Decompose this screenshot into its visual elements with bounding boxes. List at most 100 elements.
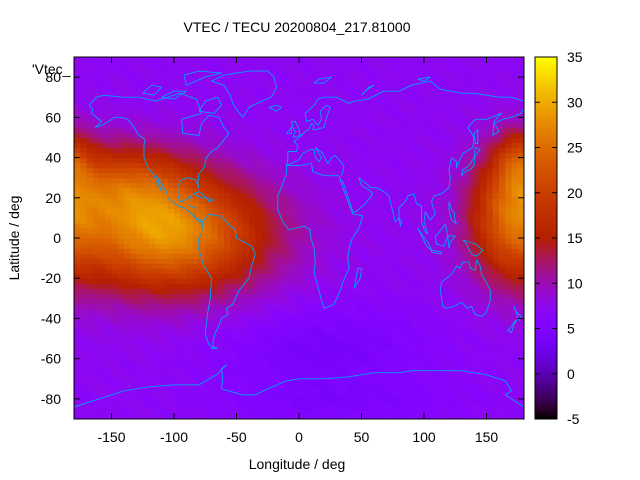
heatmap-cell [230, 212, 238, 219]
heatmap-cell [74, 102, 81, 108]
heatmap-cell [255, 57, 263, 63]
heatmap-cell [92, 202, 100, 209]
heatmap-cell [286, 157, 294, 164]
heatmap-cell [199, 202, 206, 209]
heatmap-cell [367, 142, 375, 149]
heatmap-cell [111, 97, 119, 103]
heatmap-cell [124, 253, 131, 259]
heatmap-cell [149, 102, 156, 108]
heatmap-cell [336, 328, 344, 335]
heatmap-cell [105, 67, 113, 73]
heatmap-cell [105, 398, 113, 405]
heatmap-cell [305, 92, 313, 98]
heatmap-cell [161, 197, 169, 204]
heatmap-cell [374, 162, 381, 169]
heatmap-cell [199, 187, 206, 194]
heatmap-cell [349, 62, 356, 68]
heatmap-cell [74, 62, 81, 68]
heatmap-cell [167, 363, 175, 370]
heatmap-cell [336, 388, 344, 395]
heatmap-cell [467, 398, 475, 405]
heatmap-cell [286, 222, 294, 229]
heatmap-cell [224, 222, 231, 229]
heatmap-cell [317, 92, 325, 98]
heatmap-cell [417, 137, 425, 144]
heatmap-cell [92, 222, 100, 229]
heatmap-cell [455, 137, 463, 144]
heatmap-cell [424, 323, 431, 330]
heatmap-cell [161, 408, 169, 415]
heatmap-cell [161, 177, 169, 184]
heatmap-cell [461, 107, 469, 113]
heatmap-cell [324, 388, 331, 395]
heatmap-cell [392, 187, 400, 194]
heatmap-cell [467, 162, 475, 169]
heatmap-cell [249, 408, 256, 415]
heatmap-cell [161, 112, 169, 118]
heatmap-cell [392, 248, 400, 254]
heatmap-cell [242, 217, 250, 224]
heatmap-cell [99, 77, 106, 83]
heatmap-cell [286, 283, 294, 289]
heatmap-cell [492, 232, 500, 239]
heatmap-cell [286, 112, 294, 118]
heatmap-cell [180, 102, 188, 108]
heatmap-cell [261, 323, 269, 330]
heatmap-cell [192, 408, 200, 415]
heatmap-cell [317, 308, 325, 315]
heatmap-cell [211, 122, 219, 128]
heatmap-cell [124, 212, 131, 219]
heatmap-cell [367, 157, 375, 164]
heatmap-cell [461, 137, 469, 144]
heatmap-cell [442, 368, 450, 375]
heatmap-cell [411, 227, 419, 234]
heatmap-cell [349, 127, 356, 134]
heatmap-cell [192, 212, 200, 219]
heatmap-cell [405, 137, 413, 144]
heatmap-cell [374, 122, 381, 128]
heatmap-cell [192, 87, 200, 93]
heatmap-cell [399, 232, 406, 239]
heatmap-cell [299, 82, 306, 88]
heatmap-cell [267, 147, 275, 154]
heatmap-cell [274, 273, 281, 279]
heatmap-cell [374, 253, 381, 259]
heatmap-cell [386, 102, 394, 108]
heatmap-cell [392, 117, 400, 123]
heatmap-cell [299, 348, 306, 355]
heatmap-cell [392, 162, 400, 169]
heatmap-cell [86, 388, 94, 395]
heatmap-cell [124, 338, 131, 345]
heatmap-cell [411, 187, 419, 194]
heatmap-cell [174, 57, 181, 63]
heatmap-cell [449, 92, 456, 98]
heatmap-cell [242, 238, 250, 244]
heatmap-cell [211, 243, 219, 249]
heatmap-cell [261, 303, 269, 309]
heatmap-cell [449, 167, 456, 174]
heatmap-cell [449, 303, 456, 309]
heatmap-cell [405, 303, 413, 309]
heatmap-cell [324, 308, 331, 315]
heatmap-cell [336, 147, 344, 154]
heatmap-cell [124, 413, 131, 419]
heatmap-cell [211, 283, 219, 289]
heatmap-cell [392, 383, 400, 390]
heatmap-cell [442, 313, 450, 320]
heatmap-cell [242, 378, 250, 385]
heatmap-cell [342, 378, 350, 385]
heatmap-cell [174, 222, 181, 229]
heatmap-cell [336, 127, 344, 134]
heatmap-cell [130, 398, 138, 405]
heatmap-cell [186, 82, 194, 88]
heatmap-cell [255, 117, 263, 123]
heatmap-cell [330, 82, 338, 88]
heatmap-cell [74, 263, 81, 269]
heatmap-cell [261, 182, 269, 189]
heatmap-cell [399, 318, 406, 325]
heatmap-cell [361, 137, 369, 144]
heatmap-cell [349, 268, 356, 274]
heatmap-cell [411, 102, 419, 108]
heatmap-cell [305, 212, 313, 219]
heatmap-cell [480, 338, 488, 345]
